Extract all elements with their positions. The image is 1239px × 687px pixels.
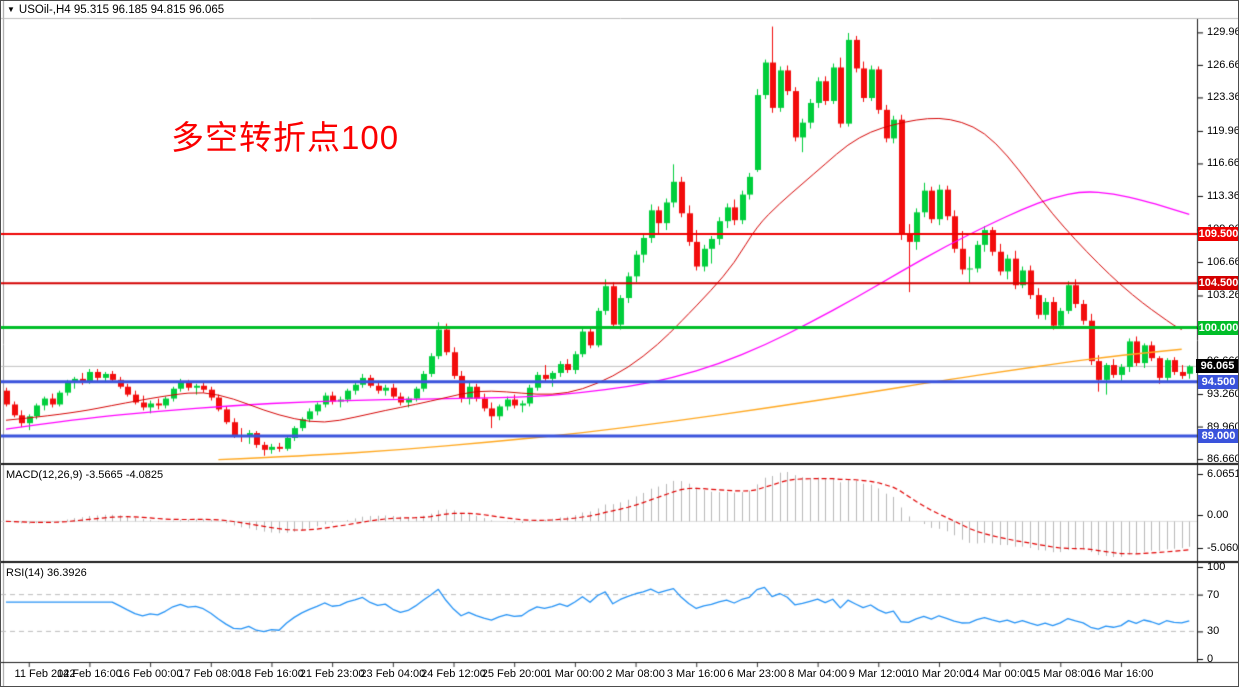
time-axis-label: 25 Feb 20:00 (481, 668, 547, 680)
macd-axis-tick-label: 0.00 (1207, 509, 1229, 521)
hline-price-tag: 89.000 (1198, 429, 1238, 443)
rsi-axis-tick-label: 30 (1207, 625, 1220, 638)
rsi-axis-tick-label: 70 (1207, 588, 1220, 601)
time-axis-label: 2 Mar 08:00 (606, 668, 665, 680)
price-axis-tick-label: 103.260 (1207, 289, 1238, 302)
chart-title: USOil-,H4 95.315 96.185 94.815 96.065 (18, 4, 225, 16)
hline-price-tag: 109.500 (1198, 227, 1239, 241)
price-axis-tick-label: 93.260 (1207, 388, 1239, 401)
time-axis-label: 1 Mar 00:00 (545, 668, 605, 680)
time-axis-label: 3 Mar 16:00 (666, 668, 726, 680)
time-axis-label: 11 Feb 2022 (14, 668, 76, 680)
rsi-axis-tick-label: 0 (1207, 653, 1214, 665)
time-axis-label: 14 Mar 00:00 (967, 668, 1033, 680)
price-axis-tick-label: 129.960 (1207, 26, 1238, 39)
price-axis-tick-label: 126.660 (1207, 58, 1238, 71)
time-axis-label: 18 Feb 16:00 (239, 668, 304, 680)
hline-price-tag: 94.500 (1198, 374, 1238, 389)
time-axis-label: 21 Feb 23:00 (299, 668, 365, 680)
rsi-indicator-label: RSI(14) 36.3926 (6, 567, 87, 579)
time-axis-label: 16 Mar 16:00 (1088, 668, 1154, 680)
current-price-tag: 96.065 (1196, 359, 1238, 374)
price-axis-tick-label: 113.360 (1207, 189, 1238, 202)
time-axis-label: 10 Mar 20:00 (906, 668, 972, 680)
macd-axis-tick-label: -5.0609 (1207, 542, 1239, 554)
time-axis-label: 15 Mar 08:00 (1027, 668, 1093, 680)
price-axis-tick-label: 116.660 (1207, 157, 1238, 170)
time-axis-label: 23 Feb 04:00 (360, 668, 426, 680)
hline-price-tag: 104.500 (1198, 276, 1239, 291)
hline-price-tag: 100.000 (1198, 320, 1239, 335)
rsi-axis-tick-label: 100 (1207, 561, 1226, 573)
time-axis-label: 14 Feb 16:00 (57, 668, 122, 680)
chart-title-bar[interactable]: ▼ USOil-,H4 95.315 96.185 94.815 96.065 (7, 4, 224, 16)
time-axis-label: 17 Feb 08:00 (178, 668, 244, 680)
time-axis-label: 9 Mar 12:00 (848, 668, 908, 680)
time-axis-label: 24 Feb 12:00 (421, 668, 486, 680)
time-axis-label: 8 Mar 04:00 (788, 668, 847, 680)
price-axis-tick-label: 123.360 (1207, 91, 1238, 104)
time-axis-label: 6 Mar 23:00 (727, 668, 787, 680)
price-axis-tick-label: 119.960 (1207, 124, 1238, 137)
price-axis-tick-label: 106.660 (1207, 255, 1238, 268)
annotation-note: 多空转折点100 (171, 119, 400, 156)
macd-axis-tick-label: 6.0651 (1207, 468, 1239, 480)
chevron-down-icon[interactable]: ▼ (7, 5, 15, 14)
macd-indicator-label: MACD(12,26,9) -3.5665 -4.0825 (6, 469, 164, 481)
price-axis-tick-label: 86.660 (1207, 453, 1239, 466)
time-axis-label: 16 Feb 00:00 (117, 668, 183, 680)
